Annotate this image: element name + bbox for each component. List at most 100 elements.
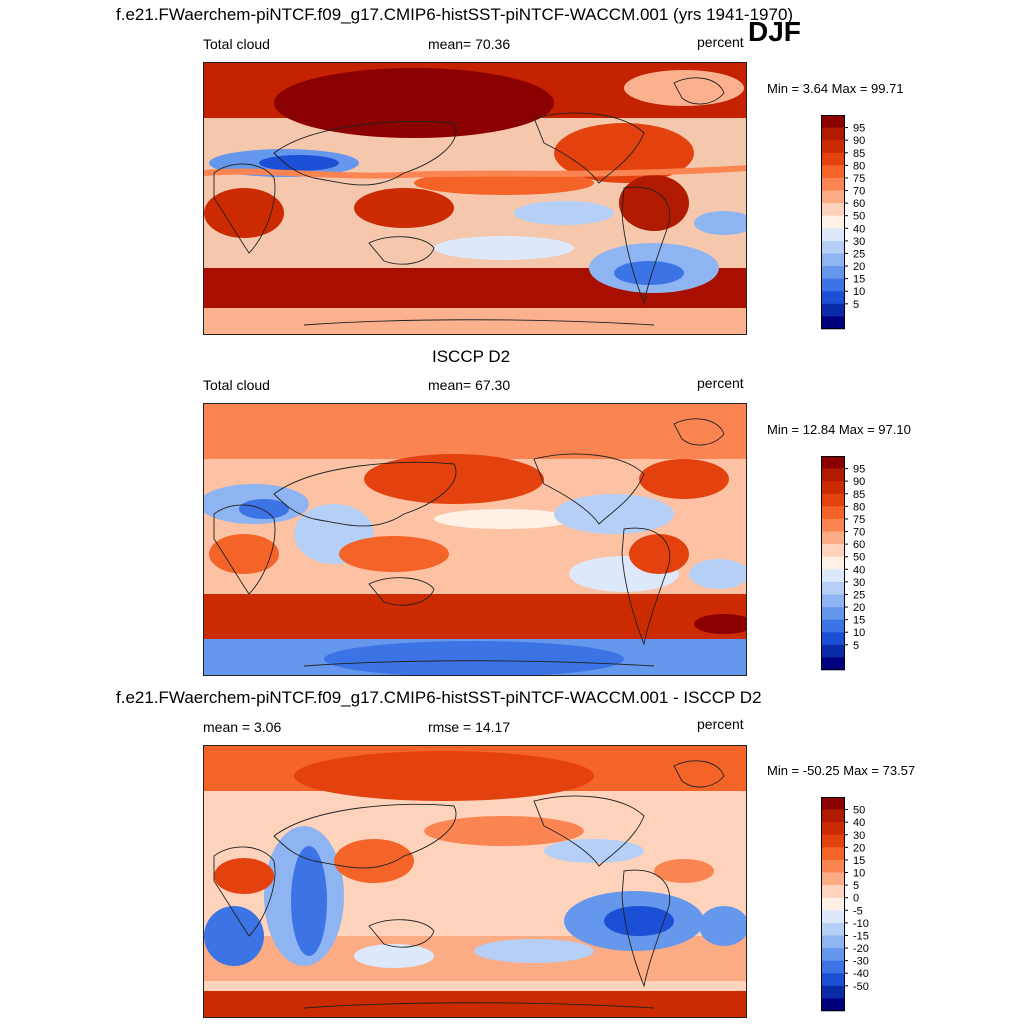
colorbar-swatch <box>821 481 845 495</box>
colorbar-swatch <box>821 847 845 861</box>
panel3-title: f.e21.FWaerchem-piNTCF.f09_g17.CMIP6-his… <box>116 688 762 707</box>
colorbar-tick-label: -5 <box>853 905 863 917</box>
colorbar-tick-label: 20 <box>853 261 865 273</box>
colorbar-tick-label: 70 <box>853 186 865 198</box>
colorbar-tick-label: 30 <box>853 236 865 248</box>
panel3-mean-label: mean = 3.06 <box>203 719 282 735</box>
colorbar-swatch <box>821 872 845 886</box>
colorbar-swatch <box>821 203 845 217</box>
colorbar-swatch <box>821 859 845 873</box>
colorbar-swatch <box>821 556 845 570</box>
colorbar-swatch <box>821 822 845 836</box>
colorbar-tick-label: 20 <box>853 602 865 614</box>
panel3-minmax-label: Min = -50.25 Max = 73.57 <box>767 763 916 778</box>
colorbar-swatch <box>821 152 845 166</box>
colorbar-tick-label: 5 <box>853 299 859 311</box>
colorbar-tick-label: 90 <box>853 135 865 147</box>
colorbar-swatch <box>821 834 845 848</box>
colorbar-swatch <box>821 973 845 987</box>
colorbar-tick-label: 15 <box>853 855 865 867</box>
colorbar-swatch <box>821 897 845 911</box>
panel3-map <box>203 745 747 1018</box>
season-label: DJF <box>748 16 801 47</box>
colorbar-tick-label: 10 <box>853 286 865 298</box>
colorbar-swatch <box>821 140 845 154</box>
panel2-title: ISCCP D2 <box>432 347 511 366</box>
panel3-rmse-label: rmse = 14.17 <box>428 719 511 735</box>
colorbar-swatch <box>821 240 845 254</box>
colorbar-tick-label: 25 <box>853 248 865 260</box>
colorbar-swatch <box>821 278 845 292</box>
colorbar-swatch <box>821 303 845 317</box>
colorbar-border <box>821 456 845 670</box>
colorbar-swatch <box>821 115 845 128</box>
colorbar-swatch <box>821 632 845 646</box>
colorbar-swatch <box>821 619 845 633</box>
colorbar-swatch <box>821 177 845 191</box>
colorbar-swatch <box>821 569 845 583</box>
panel2-mean-label: mean= 67.30 <box>428 377 511 393</box>
colorbar-swatch <box>821 215 845 229</box>
colorbar-swatch <box>821 581 845 595</box>
colorbar-tick-label: -50 <box>853 981 869 993</box>
colorbar-swatch <box>821 165 845 179</box>
colorbar-swatch <box>821 266 845 279</box>
panel2-minmax-label: Min = 12.84 Max = 97.10 <box>767 422 911 437</box>
colorbar-tick-label: 15 <box>853 615 865 627</box>
colorbar-swatch <box>821 291 845 305</box>
colorbar-swatch <box>821 960 845 974</box>
colorbar-tick-label: 60 <box>853 198 865 210</box>
colorbar-swatch <box>821 127 845 141</box>
colorbar-swatch <box>821 797 845 810</box>
colorbar-swatch <box>821 544 845 558</box>
colorbar-tick-label: -10 <box>853 918 869 930</box>
colorbar-swatch <box>821 468 845 482</box>
colorbar-swatch <box>821 506 845 520</box>
colorbar-swatch <box>821 493 845 507</box>
panel2-variable-label: Total cloud <box>203 377 270 393</box>
colorbar-swatch <box>821 644 845 658</box>
colorbar-swatch <box>821 985 845 999</box>
colorbar-tick-label: -30 <box>853 956 869 968</box>
colorbar-tick-label: 15 <box>853 274 865 286</box>
colorbar-tick-label: 20 <box>853 842 865 854</box>
colorbar-swatch <box>821 253 845 267</box>
panel2-units-label: percent <box>697 375 744 391</box>
colorbar-tick-label: 80 <box>853 501 865 513</box>
colorbar-swatch <box>821 948 845 961</box>
colorbar-tick-label: 10 <box>853 868 865 880</box>
colorbar-tick-label: 5 <box>853 640 859 652</box>
colorbar-tick-label: -15 <box>853 930 869 942</box>
colorbar-tick-label: 30 <box>853 830 865 842</box>
colorbar-swatch <box>821 607 845 620</box>
colorbar-swatch <box>821 935 845 949</box>
panel1-map <box>203 62 747 335</box>
colorbar-tick-label: 95 <box>853 464 865 476</box>
colorbar-tick-label: 95 <box>853 123 865 135</box>
colorbar-tick-label: 0 <box>853 893 859 905</box>
panel1-colorbar: 95 90 85 80 75 70 60 50 40 30 25 20 15 10 5 <box>821 115 901 330</box>
colorbar-swatch <box>821 998 845 1012</box>
colorbar-tick-label: 5 <box>853 880 859 892</box>
colorbar-swatch <box>821 518 845 532</box>
colorbar-tick-label: 90 <box>853 476 865 488</box>
colorbar-swatch <box>821 910 845 924</box>
colorbar-tick-label: 10 <box>853 627 865 639</box>
colorbar-swatch <box>821 594 845 608</box>
colorbar-tick-label: 40 <box>853 564 865 576</box>
panel1-variable-label: Total cloud <box>203 36 270 52</box>
colorbar-tick-label: 85 <box>853 489 865 501</box>
panel1-minmax-label: Min = 3.64 Max = 99.71 <box>767 81 904 96</box>
colorbar-swatch <box>821 885 845 899</box>
colorbar-swatch <box>821 228 845 242</box>
colorbar-swatch <box>821 531 845 545</box>
colorbar-tick-label: 85 <box>853 148 865 160</box>
colorbar-swatch <box>821 809 845 823</box>
colorbar-tick-label: -40 <box>853 968 869 980</box>
colorbar-tick-label: 75 <box>853 173 865 185</box>
colorbar-tick-label: 50 <box>853 805 865 817</box>
colorbar-swatch <box>821 456 845 469</box>
main-title: f.e21.FWaerchem-piNTCF.f09_g17.CMIP6-his… <box>116 5 794 24</box>
colorbar-tick-label: 25 <box>853 589 865 601</box>
colorbar-swatch <box>821 657 845 671</box>
